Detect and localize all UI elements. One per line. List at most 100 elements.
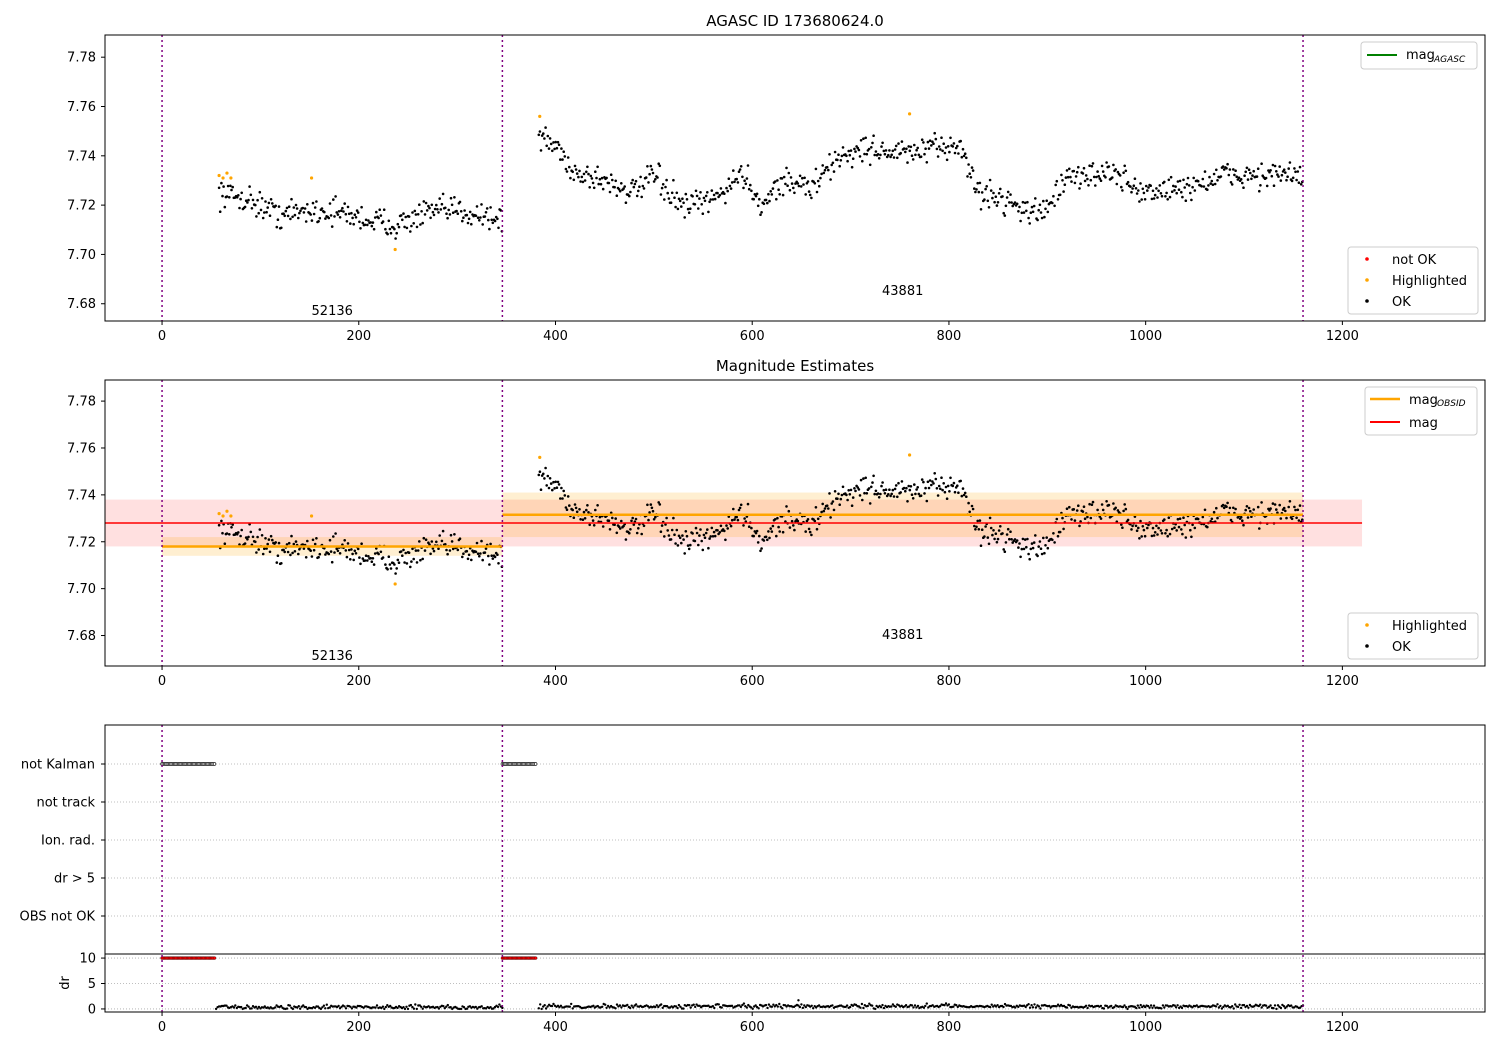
ok-point <box>897 481 900 485</box>
ok-point <box>654 178 657 181</box>
mag-agasc-legend-label: mag <box>1406 48 1435 63</box>
dr-point <box>1173 1004 1176 1007</box>
ok-point <box>257 211 261 215</box>
ok-point <box>949 476 952 480</box>
ok-point <box>999 187 1002 191</box>
ok-point <box>594 170 597 173</box>
ok-point <box>993 537 996 541</box>
ok-point <box>1046 210 1050 214</box>
ok-point <box>367 555 370 558</box>
ok-point <box>1242 523 1245 527</box>
ok-point <box>1156 533 1159 536</box>
ok-point <box>1200 185 1203 188</box>
ok-point <box>736 518 740 522</box>
ok-point <box>370 560 374 563</box>
ok-point <box>801 176 804 180</box>
ok-point <box>755 529 759 533</box>
ok-point <box>609 511 613 515</box>
dr-point <box>1110 1004 1113 1008</box>
dr-point <box>1037 1005 1041 1008</box>
ok-point <box>916 146 919 150</box>
ok-point <box>864 136 867 140</box>
ok-point <box>601 187 605 191</box>
ok-point <box>870 485 873 489</box>
ok-point <box>807 527 811 531</box>
dr-point <box>558 1006 561 1009</box>
ok-point <box>596 504 599 507</box>
ok-point <box>976 519 979 523</box>
ok-point <box>944 146 948 149</box>
ok-point <box>561 158 564 161</box>
dr-point <box>1174 1006 1178 1009</box>
ok-point <box>698 197 701 200</box>
ok-point <box>1011 541 1014 544</box>
ok-point <box>539 149 543 152</box>
ok-point <box>773 518 777 521</box>
ok-point <box>759 549 762 553</box>
ok-point <box>247 198 250 202</box>
ok-point <box>996 537 1000 541</box>
ok-point <box>904 489 907 493</box>
dr-point <box>1276 1004 1280 1007</box>
dr-point <box>1248 1003 1252 1007</box>
ok-point <box>788 188 792 192</box>
ok-point <box>1090 503 1094 507</box>
x-tick-label: 1000 <box>1129 329 1162 344</box>
ok-point <box>1015 202 1019 206</box>
ok-point <box>366 223 369 227</box>
dr-point <box>657 1005 660 1009</box>
ok-point <box>1177 188 1181 191</box>
ok-point <box>582 172 586 176</box>
ok-point <box>1010 538 1013 541</box>
ok-point <box>264 200 267 203</box>
panel1-title: AGASC ID 173680624.0 <box>706 12 884 30</box>
ok-point <box>867 487 871 490</box>
ok-point <box>691 532 694 535</box>
ok-point <box>637 527 640 530</box>
ok-point <box>537 133 541 137</box>
ok-point <box>971 507 975 511</box>
ok-point <box>1121 189 1124 192</box>
ok-point <box>952 142 956 145</box>
ok-point <box>777 525 780 529</box>
dr-point <box>409 1003 413 1007</box>
ok-point <box>317 220 320 223</box>
dr-point <box>618 1004 622 1007</box>
ok-point <box>986 536 990 539</box>
y-tick-label: 7.68 <box>67 297 96 312</box>
y-tick-label: 7.70 <box>67 248 96 263</box>
ok-point <box>293 550 297 553</box>
ok-point <box>588 523 591 527</box>
ok-point <box>750 189 753 193</box>
ok-point <box>1046 546 1050 550</box>
ok-point <box>865 492 869 495</box>
ok-point <box>360 205 363 209</box>
ok-point <box>547 486 551 490</box>
dr-point <box>881 1003 884 1007</box>
ok-point <box>1137 189 1140 192</box>
ok-point <box>1212 172 1216 176</box>
ok-point <box>712 530 716 534</box>
ok-point <box>1252 508 1255 511</box>
ok-point <box>728 184 732 188</box>
ok-point <box>1270 174 1274 178</box>
ok-point <box>732 169 735 172</box>
ok-point <box>545 144 548 148</box>
ok-point <box>973 187 976 190</box>
ok-point <box>730 518 734 522</box>
ok-point <box>913 143 916 147</box>
ok-point <box>968 172 971 175</box>
ok-point <box>438 197 442 200</box>
ok-point <box>363 223 367 227</box>
ok-point <box>568 165 571 169</box>
ok-point <box>1092 175 1096 179</box>
ok-point <box>1187 184 1191 187</box>
dr-point <box>862 1006 865 1010</box>
ok-point <box>677 534 681 538</box>
dr-point <box>776 1005 779 1008</box>
ok-point <box>861 498 864 502</box>
ok-point <box>289 217 292 221</box>
ok-point <box>823 507 827 510</box>
dr-point <box>798 1005 802 1009</box>
